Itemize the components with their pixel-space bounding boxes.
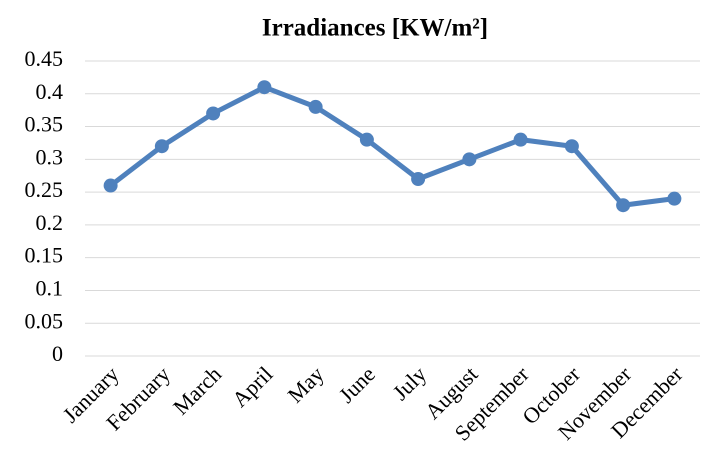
y-tick-label: 0.05 — [25, 308, 64, 333]
x-tick-label: April — [227, 361, 278, 412]
y-tick-label: 0.1 — [36, 275, 64, 300]
marker — [462, 152, 477, 167]
marker — [206, 106, 221, 121]
y-tick-label: 0.3 — [36, 144, 64, 169]
y-tick-label: 0.15 — [25, 243, 64, 268]
y-tick-label: 0.2 — [36, 210, 64, 235]
marker — [359, 132, 374, 147]
marker — [513, 132, 528, 147]
y-tick-label: 0.25 — [25, 177, 64, 202]
y-tick-label: 0.4 — [36, 79, 64, 104]
x-tick-label: March — [168, 361, 226, 419]
marker — [667, 191, 682, 206]
y-tick-label: 0.35 — [25, 112, 64, 137]
y-tick-label: 0 — [52, 341, 63, 366]
x-tick-label: June — [334, 361, 380, 407]
line — [109, 84, 675, 208]
marker — [154, 139, 169, 154]
marker — [411, 172, 426, 186]
x-tick-label: July — [388, 361, 432, 405]
marker — [103, 178, 118, 193]
chart-title: Irradiances [KW/m²] — [262, 15, 488, 42]
marker — [257, 80, 272, 95]
marker — [564, 139, 579, 154]
y-tick-label: 0.45 — [25, 46, 64, 71]
marker — [616, 198, 631, 213]
x-tick-label: May — [283, 361, 329, 407]
marker — [308, 99, 323, 114]
